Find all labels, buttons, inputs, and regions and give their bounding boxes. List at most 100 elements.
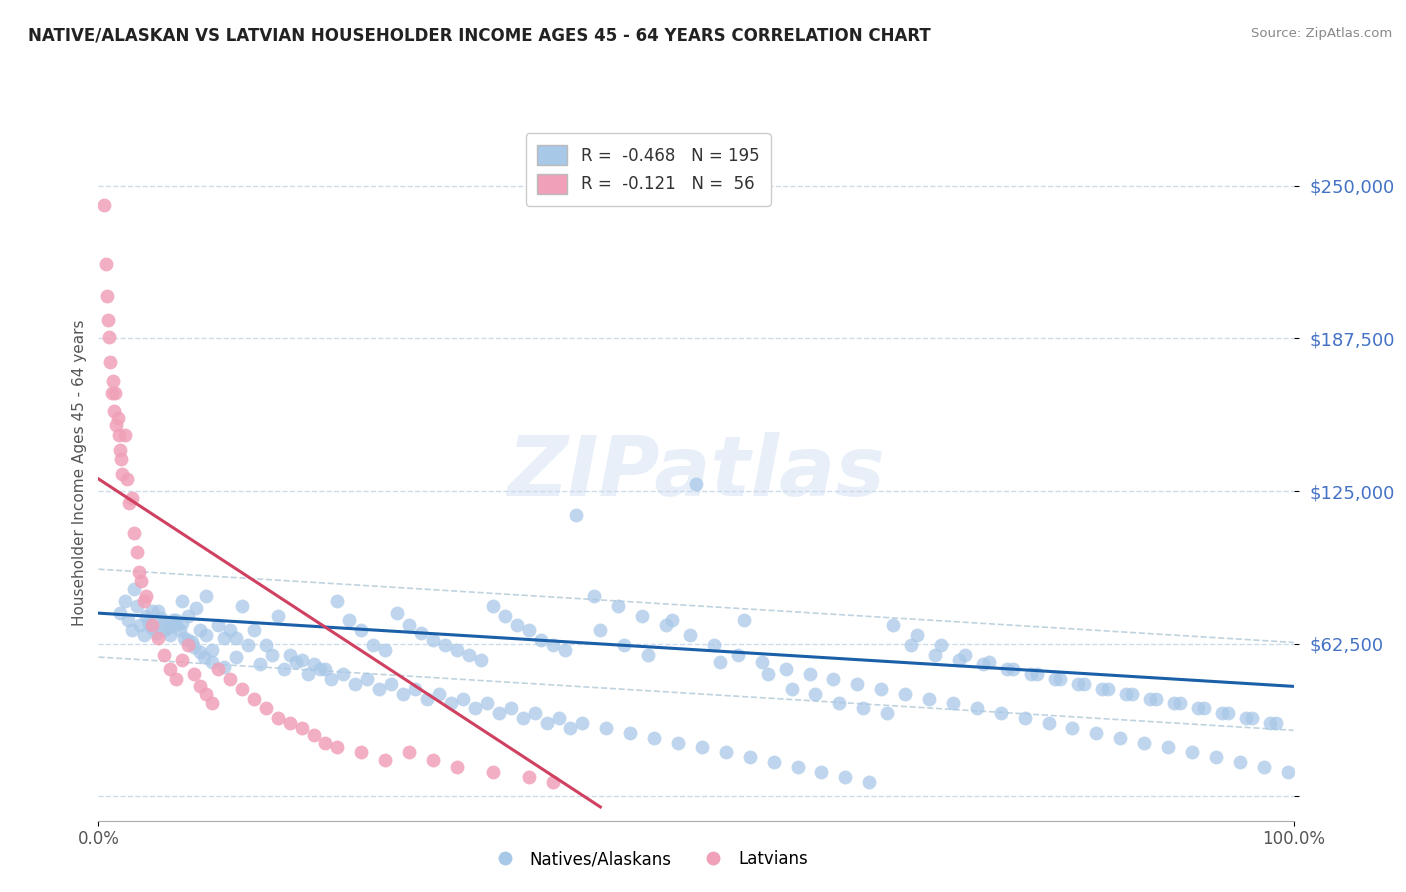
Point (219, 624, 242, 638)
Point (153, 624, 176, 638)
Point (115, 472, 138, 486)
Point (108, 606, 131, 620)
Point (894, 687, 917, 701)
Point (1067, 677, 1090, 691)
Point (595, 721, 617, 735)
Point (852, 701, 875, 715)
Point (1168, 697, 1191, 711)
Point (98, 354, 122, 368)
Point (703, 638, 725, 652)
Point (260, 648, 283, 662)
Point (1043, 672, 1066, 686)
Point (679, 628, 702, 642)
Point (267, 711, 290, 725)
Point (799, 667, 821, 681)
Point (169, 624, 191, 638)
Point (138, 615, 160, 630)
Point (212, 631, 235, 645)
Point (685, 476, 707, 491)
Point (1229, 755, 1251, 769)
Point (98, 330, 121, 344)
Point (180, 635, 202, 649)
Point (236, 638, 259, 652)
Point (786, 760, 808, 774)
Point (727, 648, 749, 662)
Point (977, 655, 1000, 669)
Point (990, 706, 1012, 721)
Point (560, 721, 582, 735)
Point (129, 618, 152, 632)
Point (517, 624, 540, 638)
Point (148, 604, 170, 618)
Point (643, 731, 665, 745)
Point (121, 624, 143, 638)
Point (186, 601, 208, 615)
Point (350, 624, 373, 638)
Point (918, 691, 941, 706)
Point (368, 681, 391, 696)
Point (231, 599, 253, 613)
Point (308, 662, 330, 676)
Point (1025, 667, 1047, 681)
Point (111, 467, 134, 481)
Point (162, 614, 184, 628)
Point (571, 716, 593, 731)
Point (278, 648, 301, 662)
Point (905, 628, 928, 642)
Point (858, 774, 880, 789)
Point (344, 677, 367, 691)
Point (148, 631, 170, 645)
Point (607, 599, 630, 613)
Point (972, 657, 994, 672)
Legend: Natives/Alaskans, Latvians: Natives/Alaskans, Latvians (481, 844, 815, 875)
Point (475, 697, 498, 711)
Point (470, 652, 492, 666)
Point (153, 648, 176, 662)
Point (870, 681, 893, 696)
Point (165, 618, 187, 632)
Point (153, 615, 176, 630)
Point (488, 706, 510, 721)
Point (738, 750, 761, 764)
Point (141, 618, 163, 632)
Point (105, 418, 128, 433)
Point (1085, 725, 1108, 739)
Point (254, 638, 277, 652)
Point (1062, 721, 1084, 735)
Point (458, 648, 481, 662)
Point (183, 667, 205, 681)
Point (637, 648, 659, 662)
Point (267, 608, 290, 623)
Point (141, 621, 163, 635)
Point (1205, 750, 1227, 764)
Point (374, 642, 396, 657)
Point (121, 491, 143, 506)
Point (1192, 701, 1215, 715)
Point (709, 655, 731, 669)
Point (103, 403, 125, 417)
Point (135, 589, 157, 603)
Point (128, 565, 150, 579)
Point (942, 697, 965, 711)
Point (278, 716, 301, 731)
Point (132, 594, 155, 608)
Point (810, 764, 832, 779)
Point (350, 745, 373, 759)
Point (132, 628, 155, 642)
Point (446, 642, 468, 657)
Point (1240, 711, 1263, 725)
Point (117, 614, 139, 628)
Point (1139, 691, 1161, 706)
Point (114, 594, 136, 608)
Point (828, 697, 851, 711)
Point (1157, 740, 1180, 755)
Point (411, 625, 433, 640)
Point (433, 638, 456, 652)
Point (326, 594, 349, 608)
Point (131, 574, 153, 589)
Point (1091, 681, 1114, 696)
Point (1049, 672, 1071, 686)
Point (1181, 745, 1204, 759)
Point (290, 721, 312, 735)
Point (834, 770, 856, 784)
